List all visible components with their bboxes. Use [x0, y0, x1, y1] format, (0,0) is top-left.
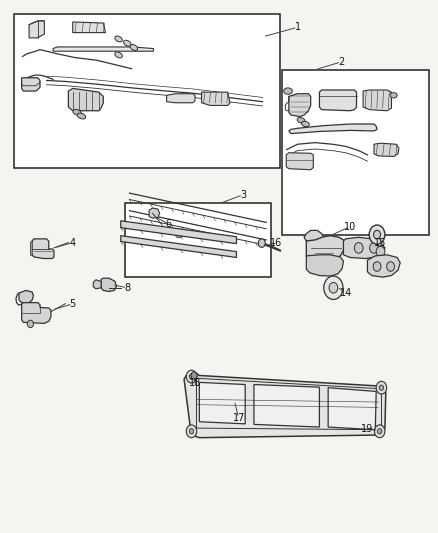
Polygon shape	[289, 124, 377, 134]
Polygon shape	[184, 373, 386, 438]
Polygon shape	[306, 236, 345, 261]
Polygon shape	[328, 387, 376, 430]
Text: 14: 14	[339, 288, 352, 298]
Polygon shape	[374, 143, 399, 157]
Text: 15: 15	[374, 238, 387, 247]
Polygon shape	[367, 255, 400, 277]
Text: 16: 16	[270, 238, 282, 247]
Ellipse shape	[284, 88, 292, 94]
Text: 1: 1	[294, 22, 300, 33]
Ellipse shape	[176, 233, 182, 238]
Polygon shape	[101, 278, 117, 292]
Text: 4: 4	[70, 238, 76, 247]
Polygon shape	[21, 303, 51, 324]
Ellipse shape	[301, 122, 309, 127]
Circle shape	[329, 282, 338, 293]
Polygon shape	[304, 230, 324, 243]
Circle shape	[374, 425, 385, 438]
Polygon shape	[306, 255, 343, 276]
Circle shape	[324, 276, 343, 300]
Polygon shape	[199, 382, 245, 424]
Circle shape	[354, 243, 363, 253]
Ellipse shape	[130, 44, 138, 51]
Circle shape	[376, 381, 387, 394]
Text: 5: 5	[70, 298, 76, 309]
Circle shape	[186, 425, 197, 438]
Polygon shape	[149, 208, 159, 218]
Polygon shape	[289, 94, 311, 117]
Circle shape	[27, 320, 33, 328]
Polygon shape	[363, 90, 392, 111]
Polygon shape	[73, 22, 106, 33]
Text: 18: 18	[189, 378, 201, 389]
Polygon shape	[286, 153, 313, 169]
Polygon shape	[32, 239, 54, 259]
Text: 17: 17	[233, 413, 245, 423]
Text: 19: 19	[361, 424, 374, 434]
Polygon shape	[93, 280, 101, 289]
Circle shape	[387, 262, 395, 271]
Text: 3: 3	[240, 190, 246, 200]
Bar	[283, 70, 428, 235]
Circle shape	[258, 239, 265, 247]
Circle shape	[370, 243, 378, 253]
Text: 2: 2	[338, 57, 344, 67]
Polygon shape	[19, 290, 33, 303]
Circle shape	[189, 429, 194, 434]
Ellipse shape	[172, 230, 178, 234]
Ellipse shape	[124, 40, 131, 46]
Circle shape	[374, 230, 381, 239]
Ellipse shape	[73, 109, 81, 115]
Ellipse shape	[115, 52, 122, 58]
Polygon shape	[319, 90, 357, 111]
Circle shape	[378, 429, 382, 434]
Polygon shape	[121, 221, 237, 244]
Text: 6: 6	[166, 219, 172, 229]
Polygon shape	[121, 236, 237, 257]
Text: 10: 10	[344, 222, 356, 232]
Polygon shape	[254, 384, 319, 427]
Polygon shape	[343, 237, 385, 259]
Circle shape	[369, 225, 385, 244]
Polygon shape	[53, 47, 153, 51]
Bar	[125, 203, 272, 277]
Circle shape	[376, 246, 385, 257]
Circle shape	[186, 370, 197, 383]
Polygon shape	[166, 94, 195, 103]
Circle shape	[379, 385, 384, 390]
Polygon shape	[21, 78, 40, 91]
Polygon shape	[201, 92, 230, 106]
Ellipse shape	[77, 113, 86, 119]
Polygon shape	[29, 21, 44, 38]
Polygon shape	[68, 88, 103, 111]
Circle shape	[191, 372, 197, 379]
Circle shape	[373, 262, 381, 271]
Ellipse shape	[297, 118, 305, 123]
Ellipse shape	[115, 36, 122, 42]
Ellipse shape	[390, 93, 397, 98]
Text: 8: 8	[124, 283, 131, 293]
Bar	[14, 14, 280, 168]
Circle shape	[189, 374, 194, 379]
